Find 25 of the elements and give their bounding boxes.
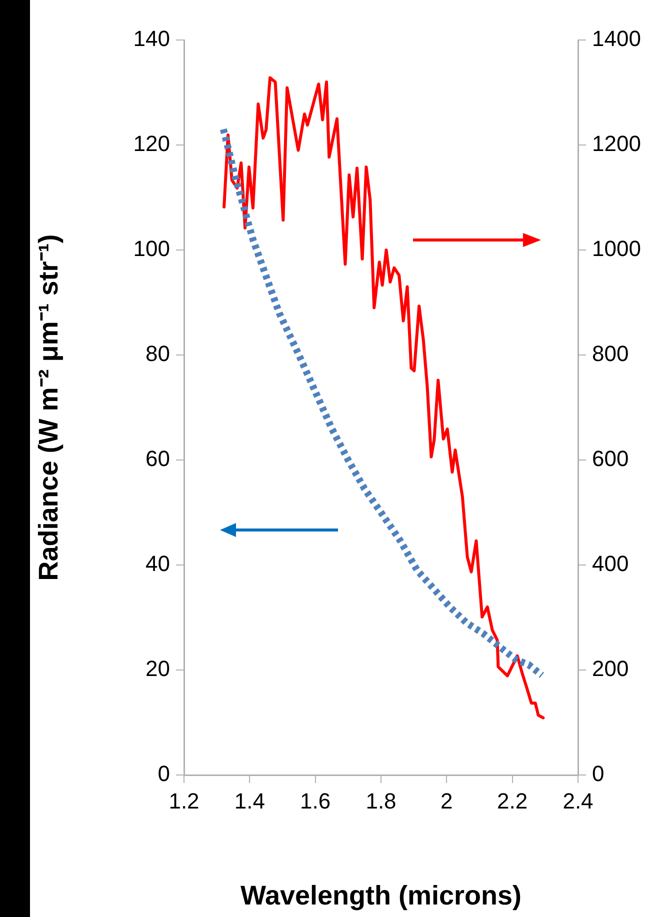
y-tick-label: 120 (133, 131, 170, 156)
x-tick-label: 2 (440, 788, 453, 814)
y-tick-label: 60 (146, 446, 170, 472)
y2-tick-label: 1400 (592, 26, 641, 52)
y-axis-title: Radiance (W m⁻² μm⁻¹ str⁻¹) (34, 234, 64, 581)
y2-tick-label: 600 (592, 446, 629, 472)
x-tick-label: 1.6 (300, 788, 331, 814)
x-tick-label: 1.4 (234, 788, 265, 814)
x-axis-title: Wavelength (microns) (240, 880, 522, 910)
y-tick-label: 140 (133, 26, 170, 52)
y-tick-label: 40 (146, 551, 170, 576)
y-tick-label: 20 (146, 656, 170, 682)
x-tick-label: 2.4 (562, 788, 594, 814)
y2-tick-label: 1000 (592, 236, 641, 262)
y2-tick-label: 400 (592, 551, 629, 576)
y2-tick-label: 200 (592, 656, 629, 682)
x-tick-label: 1.8 (366, 788, 396, 814)
x-tick-label: 1.2 (168, 788, 200, 814)
y-tick-label: 0 (158, 761, 170, 786)
y2-tick-label: 0 (592, 761, 604, 786)
x-tick-label: 2.2 (497, 788, 528, 814)
y-tick-label: 80 (146, 341, 170, 366)
y-tick-label: 100 (133, 236, 170, 262)
y2-tick-label: 800 (592, 341, 629, 366)
y2-tick-label: 1200 (592, 131, 641, 156)
